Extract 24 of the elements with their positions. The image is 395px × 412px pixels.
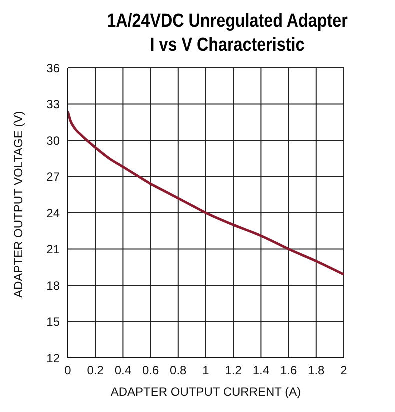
y-tick-label: 15: [46, 315, 60, 330]
x-tick-label: 1.8: [308, 364, 326, 378]
x-tick-label: 1.2: [225, 364, 242, 378]
x-tick-label: 2: [340, 364, 348, 378]
chart-title: 1A/24VDC Unregulated Adapter I vs V Characteristic: [106, 10, 349, 58]
x-tick-label: 1: [202, 364, 210, 378]
y-axis-title: ADAPTER OUTPUT VOLTAGE (V): [11, 111, 26, 298]
x-tick-label: 1.6: [280, 364, 298, 378]
y-tick-label: 18: [46, 278, 60, 293]
x-tick-label: 0.6: [142, 364, 160, 378]
y-tick-label: 21: [46, 242, 60, 257]
x-tick-label: 0.8: [170, 364, 188, 378]
y-tick-label: 36: [46, 61, 60, 76]
x-tick-label: 0.4: [114, 364, 132, 378]
x-tick-label: 1.4: [252, 364, 270, 378]
x-tick-label: 0.2: [87, 364, 104, 378]
y-tick-label: 27: [46, 170, 60, 184]
x-tick-label: 0: [64, 364, 72, 378]
y-tick-label: 12: [46, 351, 60, 366]
x-axis-title: ADAPTER OUTPUT CURRENT (A): [110, 385, 302, 399]
y-tick-label: 33: [46, 98, 60, 112]
y-tick-label: 24: [46, 206, 60, 220]
y-tick-label: 30: [46, 134, 60, 148]
line-series: [68, 110, 344, 276]
